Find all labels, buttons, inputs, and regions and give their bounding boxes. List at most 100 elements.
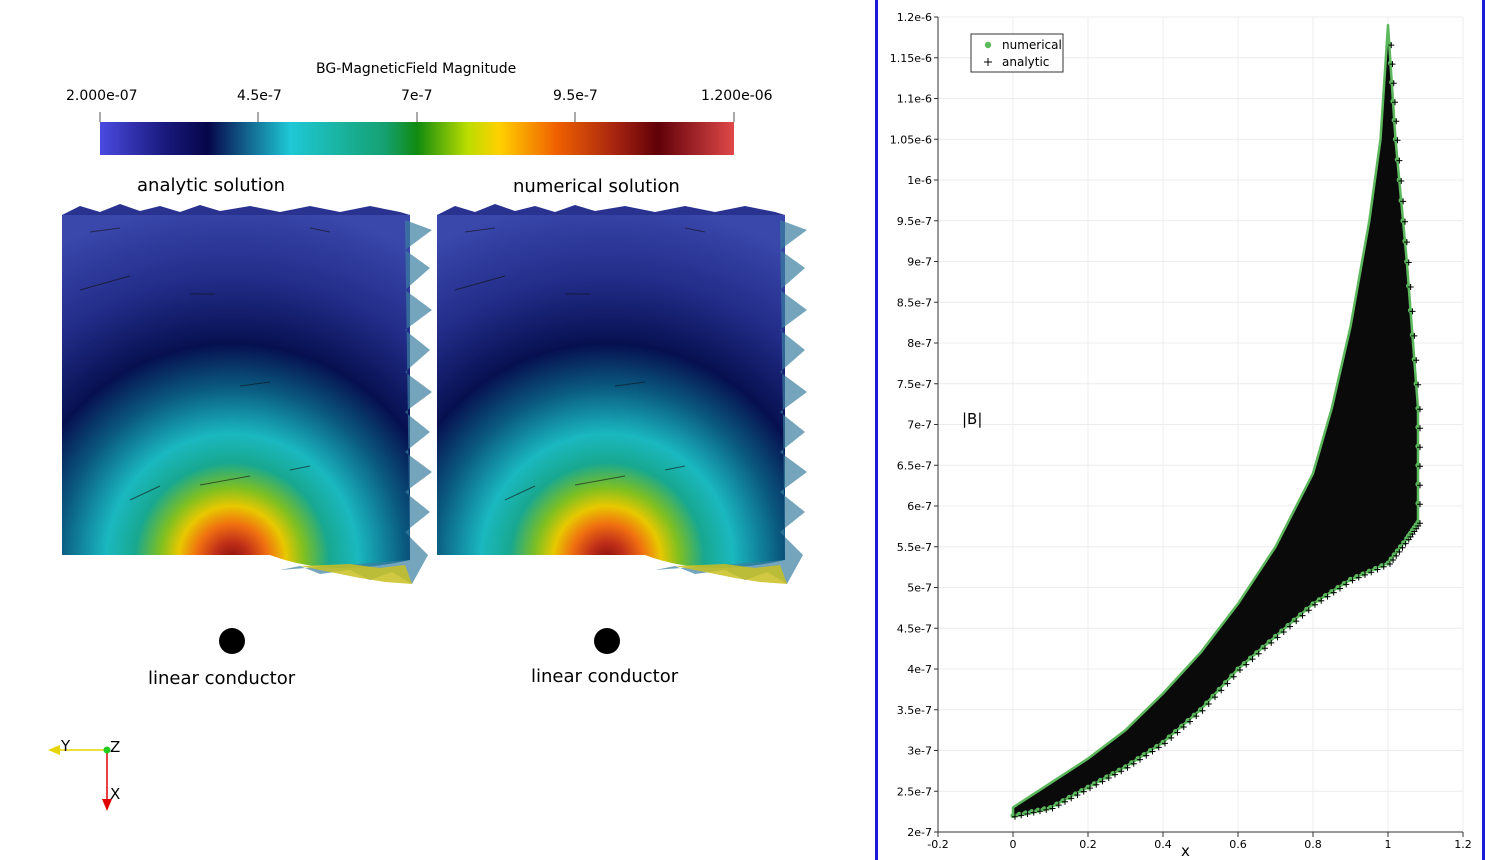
numerical-panel-title: numerical solution <box>513 176 680 197</box>
y-tick-label: 9e-7 <box>907 256 932 269</box>
analytic-marker <box>1293 618 1300 625</box>
analytic-marker <box>1399 544 1406 551</box>
analytic-marker <box>1112 771 1118 778</box>
y-tick-label: 7.5e-7 <box>897 378 932 391</box>
y-tick-label: 6e-7 <box>907 500 932 513</box>
analytic-marker <box>1417 520 1423 527</box>
analytic-marker <box>1049 805 1056 812</box>
colorbar-title: BG-MagneticField Magnitude <box>316 61 517 77</box>
analytic-marker <box>1168 734 1175 741</box>
analytic-marker <box>1362 571 1368 578</box>
scene-canvas <box>48 112 807 811</box>
analytic-marker <box>1405 259 1412 266</box>
render-view[interactable]: BG-MagneticField Magnitude 2.000e-07 4.5… <box>0 0 874 860</box>
analytic-marker <box>1388 42 1395 49</box>
axis-label-z: Z <box>110 738 121 756</box>
analytic-marker <box>1390 80 1397 87</box>
axis-label-x: X <box>110 785 121 803</box>
conductor-dot <box>219 628 245 654</box>
y-tick-label: 1.15e-6 <box>890 52 932 65</box>
analytic-marker <box>1280 628 1287 635</box>
x-axis-label: x <box>1181 842 1190 860</box>
analytic-marker <box>1099 778 1106 785</box>
analytic-marker <box>1355 574 1362 581</box>
line-chart-view[interactable]: -0.2 0 0.2 0.4 0.6 0.8 1 1.2 2e-7 2.5e-7 3e-7 3.5e… <box>875 0 1485 860</box>
analytic-field-panel <box>62 204 432 584</box>
analytic-marker <box>1230 673 1237 680</box>
colorbar-tick: 7e-7 <box>401 88 433 104</box>
y-tick-label: 5e-7 <box>907 582 932 595</box>
conductor-label: linear conductor <box>148 668 296 689</box>
analytic-marker <box>1318 597 1325 604</box>
legend-entry-numerical: numerical <box>1002 38 1062 52</box>
plot-grid <box>937 16 1464 833</box>
y-tick-label: 4.5e-7 <box>897 622 932 635</box>
analytic-marker <box>1368 569 1375 576</box>
analytic-marker <box>1155 744 1162 751</box>
numerical-field-panel <box>437 204 807 584</box>
x-tick-label: 0.8 <box>1304 838 1322 851</box>
y-tick-label: 1.1e-6 <box>897 93 932 106</box>
analytic-marker <box>1037 808 1043 815</box>
x-tick-label: 0.2 <box>1079 838 1097 851</box>
analytic-marker <box>1389 61 1396 68</box>
analytic-marker <box>1343 581 1350 588</box>
analytic-marker <box>1224 680 1231 687</box>
y-tick-label: 9.5e-7 <box>897 215 932 228</box>
analytic-marker <box>1417 425 1423 432</box>
analytic-marker <box>1218 687 1225 694</box>
analytic-marker <box>1199 707 1206 714</box>
analytic-marker <box>1392 99 1398 106</box>
analytic-marker <box>1249 656 1256 663</box>
y-tick-label: 6.5e-7 <box>897 459 932 472</box>
analytic-marker <box>1162 740 1168 747</box>
analytic-marker <box>1393 552 1400 559</box>
chart-legend: numerical analytic <box>970 33 1064 73</box>
analytic-marker <box>1130 760 1137 767</box>
analytic-marker <box>1409 308 1416 315</box>
analytic-marker <box>1205 700 1212 707</box>
analytic-marker <box>1093 781 1100 788</box>
y-tick-label: 2.5e-7 <box>897 785 932 798</box>
analytic-marker <box>1024 810 1031 817</box>
analytic-marker <box>1402 540 1409 547</box>
analytic-marker <box>1312 601 1318 608</box>
y-tick-label: 8e-7 <box>907 337 932 350</box>
colorbar-tick-min: 2.000e-07 <box>66 88 138 104</box>
x-tick-label: 0 <box>1010 838 1017 851</box>
analytic-marker <box>1068 795 1075 802</box>
analytic-marker <box>1402 218 1408 225</box>
analytic-marker <box>1417 406 1423 413</box>
y-tick-label: 3e-7 <box>907 745 932 758</box>
analytic-marker <box>1137 756 1143 763</box>
analytic-marker <box>1243 661 1250 668</box>
analytic-marker <box>1018 812 1025 819</box>
x-tick-label: 1.2 <box>1454 838 1472 851</box>
analytic-marker <box>1174 729 1181 736</box>
legend-entry-analytic: analytic <box>1002 55 1049 69</box>
analytic-marker <box>1055 802 1062 809</box>
analytic-marker <box>1337 585 1343 592</box>
analytic-marker <box>1105 774 1112 781</box>
analytic-marker <box>1407 283 1414 290</box>
analytic-marker <box>1417 463 1423 470</box>
analytic-marker <box>1398 178 1405 184</box>
axis-label-y: Y <box>61 737 71 755</box>
analytic-marker <box>1403 239 1410 246</box>
analytic-marker <box>1118 768 1125 775</box>
analytic-marker <box>1074 791 1081 798</box>
analytic-marker <box>1255 650 1262 657</box>
colorbar <box>100 122 734 155</box>
analytic-marker <box>1043 806 1050 813</box>
analytic-marker <box>1330 589 1337 596</box>
analytic-marker <box>1124 764 1131 771</box>
analytic-panel-title: analytic solution <box>137 175 286 196</box>
analytic-marker <box>1394 137 1401 144</box>
field-arrows <box>79 227 706 501</box>
analytic-marker <box>1411 332 1418 339</box>
analytic-marker <box>1143 752 1150 759</box>
analytic-marker <box>1237 667 1243 673</box>
analytic-marker <box>1387 561 1393 568</box>
y-tick-label: 3.5e-7 <box>897 704 932 717</box>
analytic-marker <box>1324 593 1331 600</box>
